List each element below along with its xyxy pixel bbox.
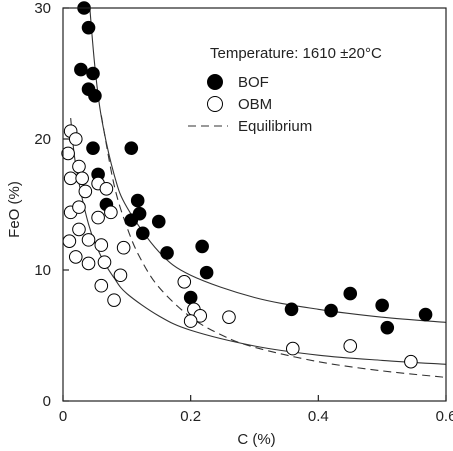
obm-point — [72, 222, 86, 237]
obm-point — [343, 339, 358, 353]
bof-point — [199, 265, 214, 280]
curve-solid — [70, 117, 446, 365]
obm-point — [72, 200, 86, 214]
bof-point — [86, 66, 100, 81]
obm-point — [113, 268, 128, 283]
bof-point — [195, 239, 209, 254]
y-tick-label: 30 — [34, 0, 51, 17]
obm-point — [81, 256, 96, 271]
y-axis-label: FeO (%) — [6, 181, 23, 238]
x-tick-label: 0.4 — [308, 408, 329, 425]
obm-point — [75, 171, 89, 186]
bof-point — [418, 307, 433, 322]
y-tick-label: 0 — [43, 393, 51, 410]
bof-point — [130, 193, 145, 208]
bof-point — [375, 298, 389, 313]
obm-point — [61, 146, 75, 161]
bof-point — [151, 214, 166, 229]
bof-point — [88, 88, 102, 103]
obm-point — [68, 250, 83, 264]
obm-point — [94, 238, 109, 252]
y-tick-label: 10 — [34, 262, 51, 279]
obm-point — [404, 354, 418, 369]
bof-point — [380, 320, 395, 335]
bof-point — [284, 302, 299, 317]
legend-label: OBM — [238, 96, 272, 113]
axes: 0 0.2 0.4 0.6 0 10 20 30 — [34, 0, 453, 425]
obm-point — [222, 310, 236, 324]
obm-point — [62, 234, 77, 248]
bof-point — [160, 246, 174, 260]
bof-point — [124, 213, 139, 228]
bof-point — [124, 141, 139, 155]
bof-point — [135, 226, 150, 241]
legend-label: Equilibrium — [238, 118, 312, 135]
obm-point — [286, 341, 300, 356]
bof-point — [183, 290, 198, 305]
obm-point — [177, 274, 192, 289]
temperature-annotation: Temperature: 1610 ±20°C — [210, 45, 382, 62]
legend-label: BOF — [238, 74, 269, 91]
x-tick-label: 0 — [59, 408, 67, 425]
obm-point — [116, 240, 131, 255]
obm-point — [104, 205, 118, 220]
obm-point — [68, 132, 83, 146]
x-axis-label: C (%) — [237, 431, 275, 448]
obm-point — [107, 293, 121, 307]
obm-point — [94, 278, 109, 293]
x-tick-label: 0.2 — [180, 408, 201, 425]
bof-point — [86, 141, 100, 155]
legend: BOF OBM Equilibrium — [188, 74, 312, 135]
legend-open-circle-marker — [207, 96, 223, 112]
bof-point — [324, 303, 338, 318]
obm-point — [72, 159, 86, 174]
curve-dashed — [100, 115, 446, 378]
y-tick-label: 20 — [34, 131, 51, 148]
plot-area — [61, 1, 446, 378]
bof-point — [343, 286, 358, 301]
obm-point — [91, 210, 105, 225]
plot-frame — [62, 7, 447, 402]
bof-point — [74, 62, 88, 77]
x-tick-label: 0.6 — [436, 408, 453, 425]
obm-point — [183, 314, 198, 328]
obm-point — [99, 181, 114, 196]
bof-point — [81, 20, 96, 35]
legend-filled-circle-marker — [207, 74, 223, 90]
obm-point — [97, 255, 112, 269]
obm-point — [81, 233, 96, 247]
obm-point — [78, 184, 93, 199]
obm-point — [63, 171, 78, 186]
